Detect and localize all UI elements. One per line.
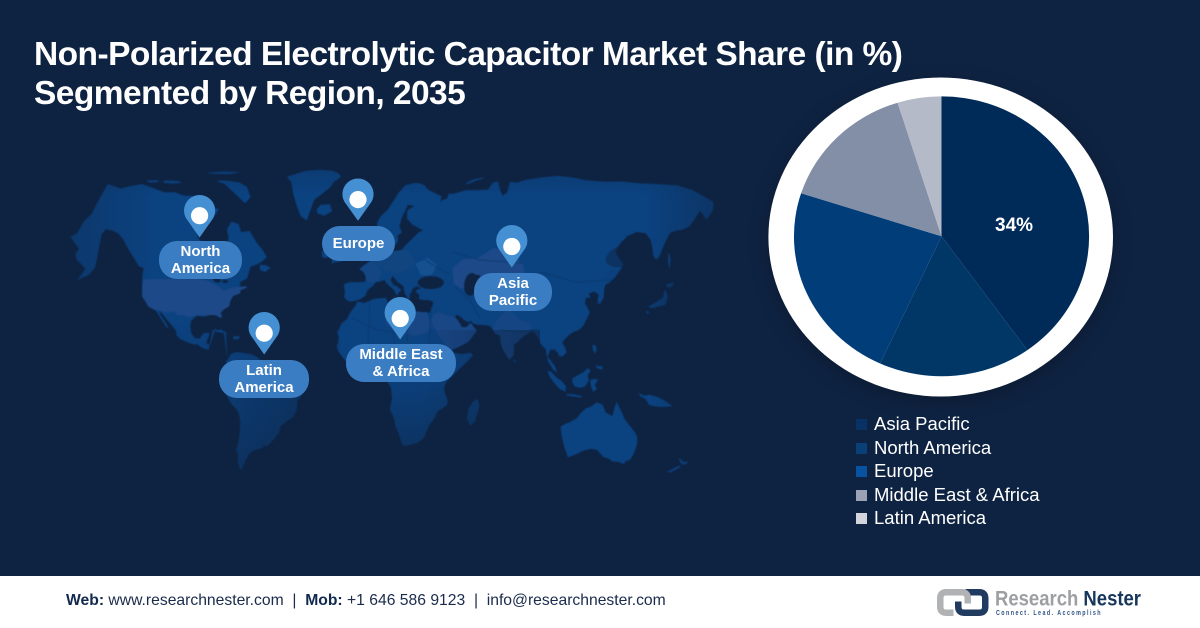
- svg-text:Research Nester: Research Nester: [995, 588, 1141, 611]
- svg-text:Connect. Lead. Accomplish: Connect. Lead. Accomplish: [996, 608, 1102, 617]
